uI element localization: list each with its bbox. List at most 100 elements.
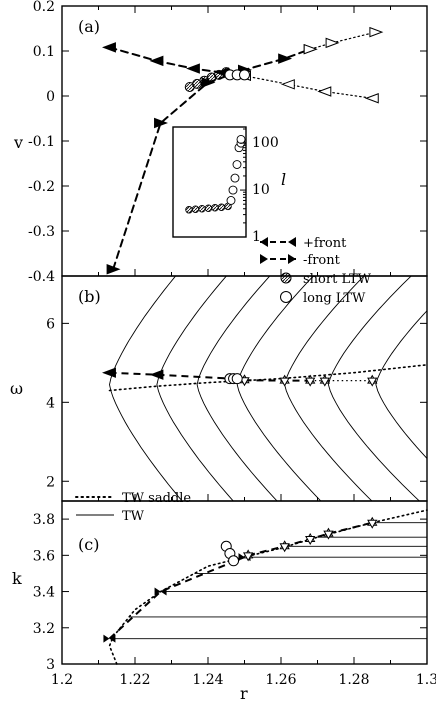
legend-short-ltw: short LTW	[280, 272, 372, 287]
a-marker-3-2	[369, 26, 384, 38]
a-marker-3-1	[325, 37, 340, 49]
panel-b-frame	[61, 275, 428, 502]
legend-tw-saddle: TW saddle	[75, 491, 191, 506]
b-plus-front-mk-1	[149, 369, 164, 380]
inset-long-0	[226, 196, 236, 205]
inset-long-2	[230, 173, 240, 183]
a-line-1	[243, 75, 373, 99]
inset-yticklabel-0: 1	[252, 229, 261, 245]
legend-c: TW saddle TW	[75, 491, 191, 524]
legend-tw: TW	[76, 509, 145, 524]
c-tw-saddle	[108, 509, 428, 665]
b-minus-front-star-2	[305, 374, 316, 387]
xticklabel-1: 1.22	[119, 672, 150, 688]
b-minus-front-star-1-down	[279, 377, 290, 387]
c-minus-front-star-3-down	[323, 530, 334, 540]
panel-label-b: (b)	[78, 287, 101, 306]
xticklabel-0: 1.2	[51, 672, 73, 688]
c-minus-front-star-0	[242, 549, 254, 562]
c-plus-front-mk-0-r	[109, 634, 116, 643]
a-marker-2-1	[154, 117, 168, 129]
b-yticklabel-0: 6	[46, 316, 55, 332]
legend-plus-front: +front	[260, 236, 347, 251]
legend-tw-saddle-label: TW saddle	[122, 491, 191, 506]
a-yticklabel-1: 0.1	[33, 44, 55, 60]
inset-frame	[172, 126, 247, 238]
y-label-k: k	[12, 569, 22, 588]
inset: 1 10 100	[185, 128, 279, 245]
inset-short-4	[211, 203, 219, 212]
c-minus-front-star-1	[279, 540, 290, 553]
b-yticklabel-1: 4	[46, 395, 55, 411]
c-minus-front-star-2-down	[305, 536, 316, 546]
c-minus-front-star-2	[305, 533, 316, 546]
b-tw-curve-1	[156, 276, 234, 501]
b-minus-front-star-1	[279, 374, 290, 387]
legend-minus-front: -front	[260, 253, 341, 268]
a-yticklabel-6: -0.4	[28, 269, 55, 285]
a-marker-0-2	[185, 63, 200, 74]
c-plus-front-line	[108, 556, 245, 640]
legend-long-ltw: long LTW	[280, 291, 366, 306]
c-minus-front-star-0-down	[242, 552, 254, 562]
legend-short-ltw-label: short LTW	[303, 272, 372, 287]
c-minus-front-star-3	[323, 527, 334, 540]
c-plus-front-mk-1	[154, 587, 167, 596]
b-tw-curve-0	[109, 276, 183, 501]
a-marker-1-1	[280, 79, 295, 90]
legend-long-ltw-label: long LTW	[303, 291, 366, 306]
legend-tw-label: TW	[122, 509, 145, 524]
c-plus-front-mk-2-l	[238, 553, 245, 562]
y-label-v: v	[13, 133, 23, 152]
inset-short-2	[198, 204, 206, 213]
inset-yticklabel-1: 10	[252, 182, 270, 198]
a-yticklabel-2: 0	[46, 89, 55, 105]
b-tw-curve-5	[327, 276, 421, 501]
a-yticklabel-3: -0.1	[28, 134, 55, 150]
inset-y-label-l: l	[281, 170, 286, 189]
xticklabel-5: 1.3	[416, 672, 436, 688]
a-marker-1-2	[317, 86, 332, 97]
c-long-ltw-2	[228, 555, 240, 567]
panel-c	[103, 509, 428, 665]
b-minus-front-star-2-down	[305, 377, 316, 387]
panel-label-a: (a)	[78, 17, 100, 36]
panel-label-c: (c)	[78, 535, 99, 554]
b-minus-front-star-3	[319, 374, 330, 387]
y-label-omega: ω	[10, 379, 23, 398]
panel-a	[102, 26, 384, 275]
xticklabel-3: 1.26	[265, 672, 296, 688]
legend-minus-front-label: -front	[303, 253, 341, 268]
c-minus-front-star-4	[367, 516, 378, 529]
c-yticklabel-1: 3.2	[33, 621, 55, 637]
b-minus-front-star-3-down	[319, 377, 330, 387]
inset-long-6	[236, 134, 246, 144]
inset-short-1	[191, 205, 200, 214]
legend-a: +front -front short LTW long LTW	[260, 236, 372, 306]
a-long-ltw-2	[239, 69, 250, 81]
c-minus-front-star-1-down	[279, 543, 290, 553]
b-tw-curve-6	[375, 310, 427, 460]
a-marker-0-1	[149, 55, 164, 67]
c-plus-front-mk-1-l	[154, 587, 161, 596]
a-marker-3-0	[303, 43, 318, 55]
inset-short-5	[217, 203, 226, 212]
inset-long-3	[232, 160, 242, 169]
b-plus-front-mk-0	[102, 367, 116, 378]
a-line-3	[309, 31, 377, 50]
inset-short-0	[185, 206, 193, 214]
c-yticklabel-2: 3.4	[33, 585, 55, 601]
c-minus-front-star-4-down	[367, 519, 378, 529]
b-yticklabel-2: 2	[46, 474, 55, 490]
a-marker-0-0	[102, 42, 116, 53]
a-marker-1-3	[364, 93, 379, 104]
c-plus-front-mk-1-r	[160, 587, 167, 596]
inset-yticklabel-2: 100	[252, 135, 279, 151]
c-yticklabel-3: 3.6	[33, 548, 55, 564]
a-yticklabel-5: -0.3	[28, 224, 55, 240]
a-yticklabel-0: 0.2	[33, 0, 55, 15]
xticklabel-2: 1.24	[192, 672, 223, 688]
b-minus-front-star-4	[367, 374, 378, 387]
x-label-r: r	[240, 684, 248, 703]
